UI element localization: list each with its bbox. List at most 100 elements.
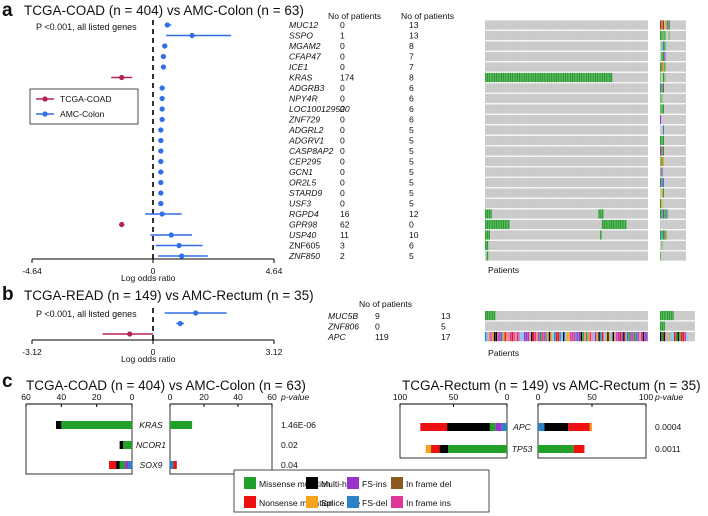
oncoprint-cell xyxy=(547,62,549,72)
gene-count-tcga: 2 xyxy=(340,251,345,261)
oncoprint-b-cell xyxy=(545,321,547,331)
oncoprint-cell xyxy=(502,146,505,156)
oncoprint-cell xyxy=(490,30,492,41)
oncoprint-cell xyxy=(619,41,622,51)
oncoprint-cell xyxy=(635,230,638,240)
oncoprint-b-cell xyxy=(639,311,641,321)
oncoprint-cell xyxy=(555,93,558,104)
oncoprint-cell-amc xyxy=(671,146,673,156)
oncoprint-cell xyxy=(635,114,638,125)
oncoprint-cell xyxy=(523,72,526,83)
c-right-bar-left-missense xyxy=(448,445,507,453)
oncoprint-cell xyxy=(573,230,576,240)
oncoprint-cell-amc xyxy=(665,198,667,209)
oncoprint-cell xyxy=(500,51,503,62)
oncoprint-cell xyxy=(499,62,501,72)
oncoprint-cell xyxy=(605,198,607,209)
oncoprint-b-cell-amc xyxy=(681,332,683,342)
oncoprint-cell xyxy=(534,209,537,219)
oncoprint-cell xyxy=(523,198,526,209)
oncoprint-cell xyxy=(552,72,554,83)
oncoprint-cell-amc xyxy=(674,51,676,62)
oncoprint-cell xyxy=(589,219,591,230)
oncoprint-cell xyxy=(538,41,540,51)
oncoprint-cell xyxy=(543,62,545,72)
oncoprint-cell xyxy=(589,72,591,83)
oncoprint-cell xyxy=(513,41,515,51)
oncoprint-cell-amc xyxy=(678,41,680,51)
oncoprint-cell xyxy=(536,125,538,135)
oncoprint-b-cell-amc xyxy=(684,311,686,321)
oncoprint-cell xyxy=(527,146,529,156)
oncoprint-cell xyxy=(520,41,522,51)
oncoprint-cell xyxy=(612,156,614,167)
oncoprint-cell-amc xyxy=(662,146,664,156)
oncoprint-b-cell xyxy=(562,321,565,331)
oncoprint-cell xyxy=(598,20,600,30)
oncoprint-cell xyxy=(525,198,528,209)
oncoprint-cell xyxy=(616,30,618,41)
oncoprint-cell-amc xyxy=(674,72,676,83)
oncoprint-cell-amc xyxy=(662,114,664,125)
oncoprint-cell-amc xyxy=(683,251,685,261)
oncoprint-cell-amc xyxy=(674,240,676,251)
oncoprint-b-cell xyxy=(637,311,639,321)
oncoprint-cell-amc xyxy=(674,156,676,167)
oncoprint-b-cell xyxy=(646,332,648,342)
oncoprint-cell xyxy=(500,83,503,93)
oncoprint-cell xyxy=(515,135,517,146)
oncoprint-cell xyxy=(593,20,595,30)
oncoprint-b-cell-amc xyxy=(670,332,672,342)
oncoprint-cell xyxy=(522,125,524,135)
oncoprint-b-cell xyxy=(500,311,503,321)
oncoprint-cell xyxy=(605,51,607,62)
gene-count-amc: 5 xyxy=(409,125,414,135)
oncoprint-cell-amc xyxy=(683,156,685,167)
oncoprint-cell xyxy=(623,240,625,251)
oncoprint-cell xyxy=(616,83,618,93)
oncoprint-cell-amc xyxy=(677,30,679,41)
oncoprint-cell xyxy=(559,146,561,156)
oncoprint-cell xyxy=(642,114,645,125)
oncoprint-cell xyxy=(621,135,623,146)
oncoprint-cell xyxy=(508,240,510,251)
oncoprint-cell xyxy=(601,219,604,230)
oncoprint-cell xyxy=(610,251,613,261)
legend-swatch-splice xyxy=(306,496,318,508)
oncoprint-cell xyxy=(601,20,604,30)
oncoprint-cell xyxy=(518,72,521,83)
oncoprint-cell xyxy=(532,20,535,30)
oncoprint-cell xyxy=(585,114,588,125)
oncoprint-cell xyxy=(508,114,510,125)
oncoprint-cell xyxy=(497,93,499,104)
oncoprint-cell xyxy=(509,114,512,125)
oncoprint-cell xyxy=(525,30,528,41)
oncoprint-cell xyxy=(499,219,501,230)
c-right-pvalue: 0.0011 xyxy=(655,444,681,454)
oncoprint-cell xyxy=(561,51,563,62)
oncoprint-cell xyxy=(644,125,646,135)
oncoprint-cell xyxy=(506,114,508,125)
oncoprint-cell xyxy=(637,219,639,230)
gene-count-tcga: 0 xyxy=(340,157,345,167)
oncoprint-cell xyxy=(632,230,634,240)
oncoprint-b-cell xyxy=(511,321,513,331)
oncoprint-cell xyxy=(600,188,602,198)
oncoprint-cell xyxy=(626,251,629,261)
oncoprint-cell xyxy=(639,251,641,261)
oncoprint-cell xyxy=(644,135,646,146)
oncoprint-cell xyxy=(566,30,568,41)
oncoprint-cell xyxy=(577,251,579,261)
legend-label-inframedel: In frame del xyxy=(406,479,451,489)
oncoprint-b-cell-amc xyxy=(665,332,667,342)
oncoprint-cell xyxy=(610,177,613,188)
oncoprint-cell xyxy=(545,93,547,104)
oncoprint-cell xyxy=(523,41,526,51)
oncoprint-cell-amc xyxy=(668,146,670,156)
oncoprint-b-cell xyxy=(571,332,574,342)
oncoprint-cell xyxy=(555,41,558,51)
oncoprint-cell-amc xyxy=(678,177,680,188)
oncoprint-cell xyxy=(639,93,641,104)
oncoprint-b-cell xyxy=(639,321,641,331)
oncoprint-b-cell xyxy=(603,311,606,321)
